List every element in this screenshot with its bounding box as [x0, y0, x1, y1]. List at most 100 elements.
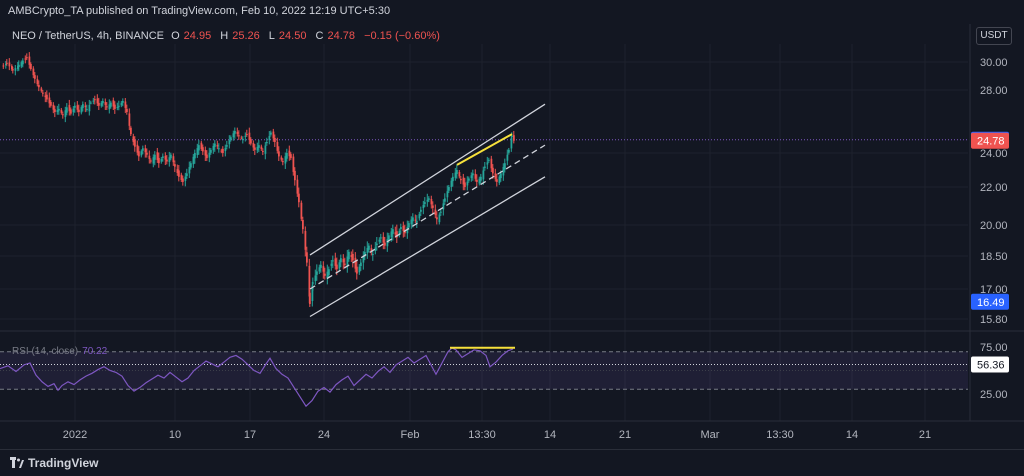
- candle-body: [360, 262, 362, 267]
- candle-body: [312, 282, 314, 284]
- candle-body: [458, 172, 461, 177]
- candle-body: [400, 227, 402, 230]
- candle-body: [188, 167, 191, 174]
- candle-body: [276, 141, 279, 151]
- candle-body: [402, 225, 405, 231]
- rsi-legend: RSI (14, close) 70.22: [12, 346, 107, 357]
- candle-body: [296, 179, 299, 194]
- price-tick-label: 30.00: [980, 57, 1008, 69]
- open-value: 24.95: [183, 30, 212, 42]
- candle-body: [80, 107, 83, 113]
- candle-body: [17, 65, 19, 69]
- candle-body: [444, 198, 446, 202]
- grid: [0, 24, 1024, 422]
- candle-body: [84, 105, 87, 108]
- high-value: 25.26: [232, 30, 260, 42]
- candle-body: [506, 154, 509, 161]
- candle-body: [386, 239, 389, 247]
- candle-body: [362, 255, 365, 263]
- candle-body: [204, 150, 207, 156]
- low-label: L: [268, 30, 275, 42]
- candle-body: [11, 65, 13, 70]
- candle-body: [306, 252, 308, 263]
- candle-body: [456, 170, 458, 175]
- candle-body: [28, 56, 31, 65]
- candle-body: [48, 97, 51, 104]
- candle-body: [118, 105, 120, 107]
- candle-body: [372, 253, 374, 255]
- trend-channel: [309, 103, 546, 318]
- candle-body: [130, 127, 132, 135]
- time-tick-label: Mar: [701, 429, 720, 441]
- candlestick-chart[interactable]: 30.00 28.00 24.00 22.00 20.00 18.50 17.00 15.80…: [0, 24, 1024, 449]
- candle-body: [226, 145, 228, 147]
- candle-body: [20, 62, 23, 67]
- candle-body: [210, 149, 212, 153]
- candle-body: [418, 214, 421, 219]
- chart-legend: NEO / TetherUS, 4h, BINANCE O 24.95 H 25.2…: [12, 30, 446, 42]
- candle-body: [274, 137, 276, 142]
- time-tick-label: 17: [244, 429, 256, 441]
- candle-body: [128, 113, 131, 126]
- candle-body: [416, 221, 418, 223]
- candle-body: [294, 170, 296, 181]
- candle-body: [508, 149, 510, 153]
- candle-body: [6, 62, 8, 64]
- candles: [2, 52, 515, 307]
- candle-body: [410, 219, 413, 225]
- candle-body: [502, 167, 505, 176]
- candle-body: [170, 154, 172, 159]
- candle-body: [462, 177, 465, 185]
- candle-body: [478, 178, 481, 184]
- candle-body: [428, 198, 430, 200]
- candle-body: [292, 156, 295, 172]
- candle-body: [122, 101, 124, 103]
- candle-body: [186, 173, 188, 177]
- candle-body: [342, 258, 345, 263]
- candle-body: [511, 135, 513, 138]
- candle-body: [311, 285, 314, 301]
- price-tick-label: 28.00: [980, 85, 1008, 97]
- price-label-text: 24.78: [977, 136, 1005, 148]
- candle-body: [404, 230, 406, 234]
- candle-body: [286, 153, 288, 159]
- candle-body: [336, 264, 338, 270]
- candle-body: [76, 105, 79, 110]
- channel-line-lower: [309, 176, 546, 318]
- candle-body: [224, 148, 227, 152]
- candle-body: [46, 94, 48, 100]
- candle-body: [498, 176, 501, 183]
- candle-body: [430, 198, 433, 205]
- candle-body: [278, 151, 280, 157]
- candle-body: [54, 109, 56, 113]
- candle-body: [452, 176, 454, 182]
- axes: 30.00 28.00 24.00 22.00 20.00 18.50 17.00 15.80…: [63, 57, 1009, 441]
- candle-body: [454, 172, 457, 178]
- candle-body: [190, 163, 192, 168]
- candle-body: [36, 79, 39, 85]
- candle-body: [26, 57, 28, 59]
- rsi-line: [0, 347, 514, 408]
- price-highlight-line: [456, 133, 513, 166]
- candle-body: [248, 132, 251, 141]
- time-tick-label: 2022: [63, 429, 87, 441]
- candle-body: [442, 203, 445, 210]
- candle-body: [86, 108, 88, 110]
- time-tick-label: 14: [544, 429, 556, 441]
- candle-body: [364, 251, 366, 257]
- close-value: 24.78: [327, 30, 355, 42]
- candle-body: [390, 231, 393, 238]
- open-label: O: [171, 30, 180, 42]
- candle-body: [58, 108, 60, 111]
- currency-button[interactable]: USDT: [976, 27, 1012, 45]
- candle-body: [260, 146, 263, 150]
- candle-body: [112, 100, 115, 107]
- candle-body: [66, 107, 68, 113]
- time-tick-label: 21: [619, 429, 631, 441]
- candle-body: [252, 143, 255, 148]
- price-tick-label: 15.80: [980, 314, 1008, 326]
- candle-body: [398, 230, 401, 235]
- price-label-text: 16.49: [977, 297, 1005, 309]
- candle-body: [164, 155, 167, 160]
- price-label-box: [971, 132, 1009, 149]
